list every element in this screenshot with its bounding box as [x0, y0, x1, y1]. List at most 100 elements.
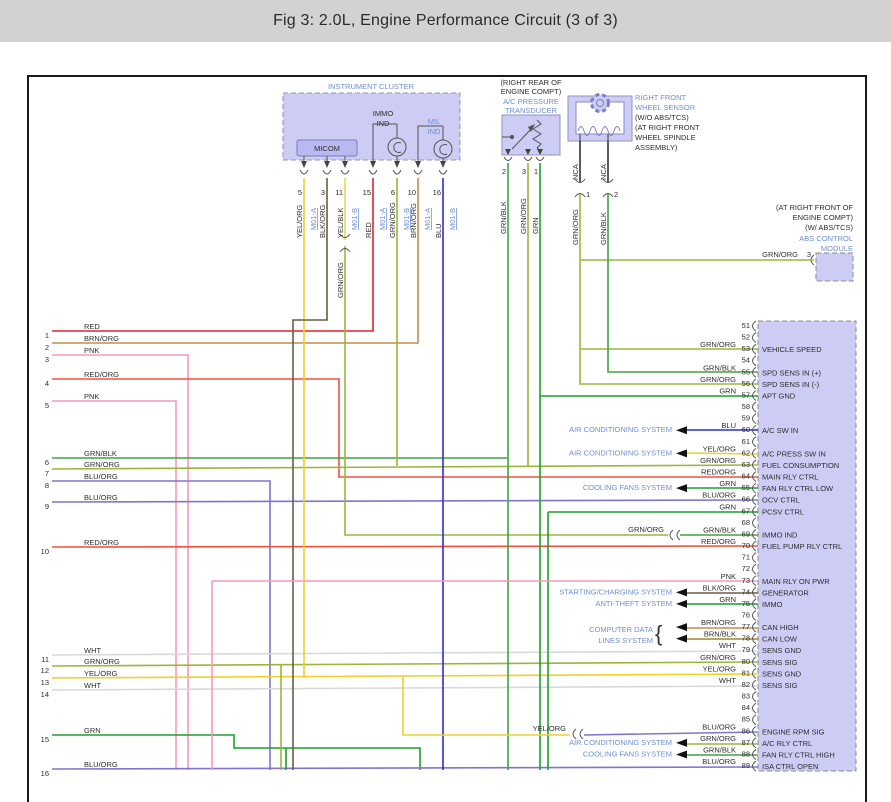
ecm-pin-number: 82	[742, 680, 750, 689]
ecm-function-label: SENS GND	[762, 669, 802, 678]
connector-id-label: M01-A	[309, 208, 318, 230]
ecm-pin-bracket	[752, 737, 757, 749]
ecm-pin-number: 87	[742, 738, 750, 747]
wire-color-label: RED	[364, 222, 373, 238]
diagram-frame	[27, 75, 867, 802]
system-link-label: ANTI-THEFT SYSTEM	[595, 599, 672, 608]
inline-connector-icon	[579, 728, 584, 740]
wire-color-label: GRN/ORG	[571, 209, 580, 245]
ecm-pin-number: 53	[742, 344, 750, 353]
ecm-pin-bracket	[752, 691, 757, 702]
pin-arrow-icon	[301, 161, 307, 168]
pin-arrow-icon	[342, 161, 348, 168]
ecm-pin-bracket	[752, 320, 757, 332]
sensor-ring-icon	[590, 93, 610, 113]
ecm-pin-bracket	[752, 725, 757, 737]
system-arrow-icon	[676, 449, 687, 458]
ecm-pin-number: 67	[742, 506, 750, 515]
immo-ind-label-1: IMMO	[373, 109, 394, 118]
diagram-dynamic-layer: 1 RED 2 BRN/ORG 3 PNK 4 RED/ORG 5 PNK 6 GRN/BLK 7 GRN…	[41, 141, 842, 778]
system-arrow-icon	[676, 738, 687, 747]
wire-color-label: GRN/BLK	[599, 212, 608, 245]
mil-ind-label-1: MIL	[428, 117, 441, 126]
wire-color-label: GRN	[531, 217, 540, 234]
ecm-wire-label: YEL/ORG	[703, 664, 737, 673]
ecm-function-label: CAN HIGH	[762, 623, 799, 632]
micom-label: MICOM	[314, 144, 340, 153]
pin-socket	[503, 156, 513, 161]
ecm-pin-bracket	[752, 343, 757, 355]
pin-socket	[535, 156, 545, 161]
transducer-pin-number: 1	[534, 167, 538, 176]
inline-connector-icon	[339, 248, 351, 253]
ecm-pin-bracket	[752, 401, 757, 413]
abs-name-2: MODULE	[821, 244, 853, 253]
ecm-wire-label: BRN/BLK	[704, 630, 736, 639]
connector-id-label: M01-A	[423, 208, 432, 230]
ecm-wire-label: YEL/ORG	[703, 444, 737, 453]
ecm-pin-number: 59	[742, 414, 750, 423]
system-arrow-icon	[676, 750, 687, 759]
wire-color-label: GRN/ORG	[336, 262, 345, 298]
left-wire-number: 13	[41, 678, 49, 687]
wire-wht	[51, 685, 759, 691]
system-link-label: COMPUTER DATA	[589, 625, 653, 634]
ecm-pin-bracket	[752, 529, 757, 540]
left-wire-color-label: BLU/ORG	[84, 493, 118, 502]
left-wire-color-label: GRN/ORG	[84, 460, 120, 469]
ecm-pin-number: 55	[742, 367, 750, 376]
title-bar: Fig 3: 2.0L, Engine Performance Circuit …	[0, 0, 891, 42]
cluster-pin-number: 6	[391, 188, 395, 197]
ecm-pin-number: 89	[742, 761, 750, 770]
wire-brn-org	[52, 178, 419, 344]
ecm-wire-label: GRN	[719, 479, 736, 488]
left-wire-number: 7	[45, 469, 49, 478]
left-wire-number: 1	[45, 331, 49, 340]
transducer-location-1: (RIGHT REAR OF	[500, 78, 562, 87]
ecm-pin-number: 65	[742, 483, 750, 492]
wire-red-org	[52, 378, 758, 478]
ecm-pin-number: 69	[742, 529, 750, 538]
ecm-wire-label: PNK	[721, 572, 736, 581]
ecm-pin-number: 73	[742, 576, 750, 585]
left-wire-number: 6	[45, 458, 49, 467]
ecm-function-label: FAN RLY CTRL HIGH	[762, 750, 835, 759]
left-wire-number: 11	[41, 655, 49, 664]
pin-socket	[523, 156, 533, 161]
nca-label: NCA	[571, 164, 580, 180]
ecm-wire-label: GRN/BLK	[703, 745, 736, 754]
instrument-cluster-label: INSTRUMENT CLUSTER	[328, 82, 415, 91]
left-wire-number: 10	[41, 547, 49, 556]
ecm-pin-bracket	[752, 366, 757, 378]
ecm-function-label: SPD SENS IN (+)	[762, 368, 821, 377]
cluster-pin-number: 10	[408, 188, 416, 197]
transducer-pin-number: 3	[522, 167, 526, 176]
ecm-function-label: ISA CTRL OPEN	[762, 762, 818, 771]
ecm-pin-number: 52	[742, 333, 750, 342]
ecm-pin-bracket	[752, 575, 757, 587]
ecm-wire-label: GRN/BLK	[703, 363, 736, 372]
wire-color-label: BLK/ORG	[318, 204, 327, 238]
ecm-wire-label: GRN	[719, 502, 736, 511]
left-wire-color-label: PNK	[84, 346, 99, 355]
transducer-name-1: A/C PRESSURE	[503, 97, 559, 106]
mil-ind-label-2: IND	[428, 127, 442, 136]
ecm-pin-bracket	[752, 459, 757, 471]
pin-arrow-icon	[324, 161, 330, 168]
ecm-pin-bracket	[752, 749, 757, 760]
pin-arrow-icon	[537, 149, 543, 155]
abs-location-1: (AT RIGHT FRONT OF	[776, 203, 853, 212]
left-wire-color-label: GRN	[84, 726, 101, 735]
wire-blu-org	[52, 480, 271, 770]
wire-wht	[51, 650, 759, 656]
ecm-pin-number: 51	[742, 321, 750, 330]
ecm-pin-number: 79	[742, 645, 750, 654]
abs-location-3: (W/ ABS/TCS)	[805, 223, 853, 232]
wheel-sensor-name-2: WHEEL SENSOR	[635, 103, 696, 112]
inline-connector-icon	[602, 178, 614, 183]
left-wire-color-label: GRN/ORG	[84, 657, 120, 666]
wheel-sensor-note-3: WHEEL SPINDLE	[635, 133, 696, 142]
system-arrow-icon	[676, 623, 687, 632]
sensor-leads	[579, 134, 609, 141]
